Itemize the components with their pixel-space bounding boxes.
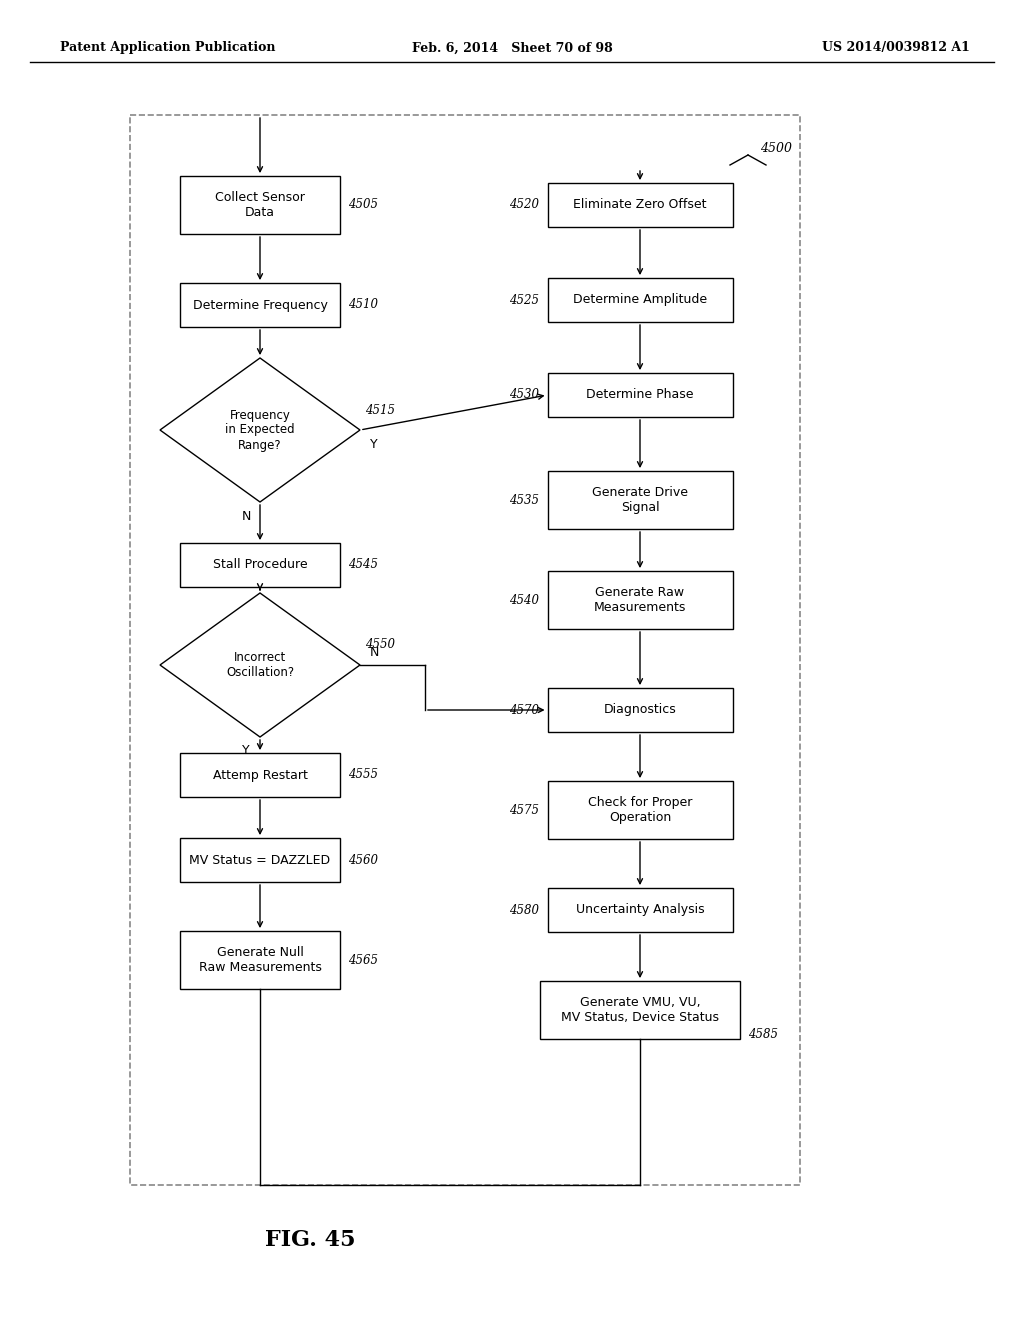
Bar <box>548 888 732 932</box>
Text: Incorrect
Oscillation?: Incorrect Oscillation? <box>226 651 294 678</box>
Text: Determine Amplitude: Determine Amplitude <box>573 293 707 306</box>
Text: N: N <box>242 510 251 523</box>
Text: Uncertainty Analysis: Uncertainty Analysis <box>575 903 705 916</box>
Text: US 2014/0039812 A1: US 2014/0039812 A1 <box>822 41 970 54</box>
Bar <box>180 838 340 882</box>
Text: Eliminate Zero Offset: Eliminate Zero Offset <box>573 198 707 211</box>
Text: Stall Procedure: Stall Procedure <box>213 558 307 572</box>
Text: Y: Y <box>370 437 378 450</box>
Text: 4510: 4510 <box>348 298 378 312</box>
Bar <box>548 471 732 529</box>
Text: N: N <box>370 647 379 660</box>
Text: 4515: 4515 <box>365 404 395 417</box>
Bar <box>180 176 340 234</box>
Text: Patent Application Publication: Patent Application Publication <box>60 41 275 54</box>
Bar <box>548 781 732 840</box>
Text: MV Status = DAZZLED: MV Status = DAZZLED <box>189 854 331 866</box>
Text: 4585: 4585 <box>748 1028 778 1041</box>
Text: Determine Frequency: Determine Frequency <box>193 298 328 312</box>
Polygon shape <box>160 593 360 737</box>
Text: Feb. 6, 2014   Sheet 70 of 98: Feb. 6, 2014 Sheet 70 of 98 <box>412 41 612 54</box>
Text: Frequency
in Expected
Range?: Frequency in Expected Range? <box>225 408 295 451</box>
Bar <box>180 931 340 989</box>
Text: 4520: 4520 <box>510 198 540 211</box>
Text: Y: Y <box>243 744 250 758</box>
Bar <box>180 543 340 587</box>
Text: 4565: 4565 <box>348 953 378 966</box>
Bar <box>180 282 340 327</box>
Text: Diagnostics: Diagnostics <box>603 704 677 717</box>
Bar <box>548 688 732 733</box>
Text: Attemp Restart: Attemp Restart <box>213 768 307 781</box>
Text: 4505: 4505 <box>348 198 378 211</box>
Text: 4530: 4530 <box>510 388 540 401</box>
Text: 4570: 4570 <box>510 704 540 717</box>
Text: 4545: 4545 <box>348 558 378 572</box>
Text: 4535: 4535 <box>510 494 540 507</box>
Bar <box>548 374 732 417</box>
Text: 4555: 4555 <box>348 768 378 781</box>
Text: Determine Phase: Determine Phase <box>587 388 693 401</box>
Text: FIG. 45: FIG. 45 <box>265 1229 355 1251</box>
Text: 4540: 4540 <box>510 594 540 606</box>
Text: Generate Drive
Signal: Generate Drive Signal <box>592 486 688 513</box>
Text: Generate Null
Raw Measurements: Generate Null Raw Measurements <box>199 946 322 974</box>
Bar <box>548 572 732 630</box>
Text: 4500: 4500 <box>760 141 792 154</box>
Bar <box>180 752 340 797</box>
Text: Check for Proper
Operation: Check for Proper Operation <box>588 796 692 824</box>
Bar <box>548 183 732 227</box>
Text: Collect Sensor
Data: Collect Sensor Data <box>215 191 305 219</box>
Text: 4575: 4575 <box>510 804 540 817</box>
Text: Generate Raw
Measurements: Generate Raw Measurements <box>594 586 686 614</box>
Text: 4525: 4525 <box>510 293 540 306</box>
Bar <box>548 279 732 322</box>
Text: 4560: 4560 <box>348 854 378 866</box>
Bar <box>540 981 740 1039</box>
Text: Generate VMU, VU,
MV Status, Device Status: Generate VMU, VU, MV Status, Device Stat… <box>561 997 719 1024</box>
Text: 4580: 4580 <box>510 903 540 916</box>
Bar <box>130 115 800 1185</box>
Polygon shape <box>160 358 360 502</box>
Text: 4550: 4550 <box>365 639 395 652</box>
